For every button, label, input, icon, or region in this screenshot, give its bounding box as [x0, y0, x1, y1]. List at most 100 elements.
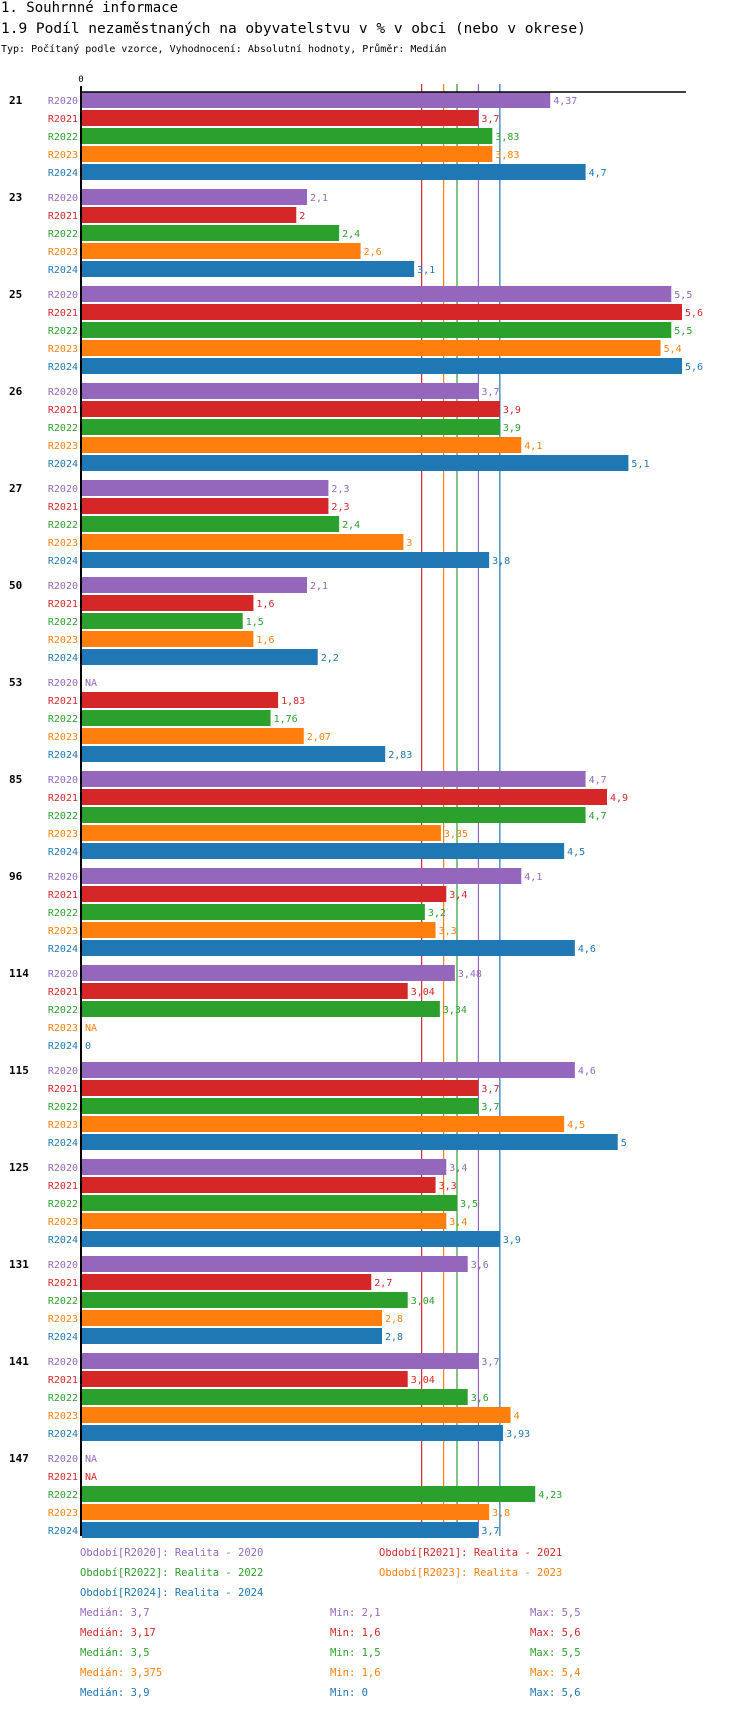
bar-r2020-141 — [82, 1353, 479, 1369]
bar-r2022-125 — [82, 1195, 457, 1211]
series-row-label: R2021 — [48, 1472, 78, 1483]
bar-r2020-50 — [82, 577, 307, 593]
value-label: 3,8 — [492, 556, 510, 567]
series-row-label: R2022 — [48, 229, 78, 240]
value-label: 5 — [621, 1138, 627, 1149]
bar-r2020-115 — [82, 1062, 575, 1078]
value-label: 1,6 — [256, 599, 274, 610]
value-label: 1,83 — [281, 696, 305, 707]
bar-r2021-23 — [82, 207, 297, 223]
legend-entry: Období[R2022]: Realita - 2022 — [80, 1567, 264, 1579]
series-row-label: R2021 — [48, 1278, 78, 1289]
value-label: 3,9 — [503, 423, 521, 434]
value-label: 4,7 — [589, 168, 607, 179]
value-label: 3,3 — [439, 926, 457, 937]
value-label: 3,1 — [417, 265, 435, 276]
series-row-label: R2023 — [48, 926, 78, 937]
value-label: 0 — [85, 1041, 91, 1052]
series-row-label: R2024 — [48, 750, 78, 761]
category-label: 23 — [9, 191, 22, 204]
series-row-label: R2022 — [48, 811, 78, 822]
value-label: 4,1 — [524, 872, 542, 883]
bar-r2021-96 — [82, 886, 447, 902]
bar-r2021-141 — [82, 1371, 408, 1387]
series-row-label: R2022 — [48, 1199, 78, 1210]
chart-subtitle: Typ: Počítaný podle vzorce, Vyhodnocení:… — [1, 44, 447, 55]
value-label: 4,37 — [553, 96, 577, 107]
series-row-label: R2022 — [48, 132, 78, 143]
bar-r2024-23 — [82, 261, 415, 277]
series-row-label: R2020 — [48, 872, 78, 883]
category-label: 26 — [9, 385, 23, 398]
value-label: 5,5 — [674, 326, 692, 337]
stat-min: Min: 2,1 — [330, 1607, 381, 1619]
bar-r2024-147 — [82, 1522, 479, 1538]
legend-entry: Období[R2021]: Realita - 2021 — [379, 1547, 563, 1559]
value-label: 3,83 — [495, 132, 519, 143]
bar-r2020-96 — [82, 868, 522, 884]
series-row-label: R2023 — [48, 635, 78, 646]
value-label: NA — [85, 1454, 97, 1465]
bar-r2024-141 — [82, 1425, 504, 1441]
value-label: NA — [85, 1023, 97, 1034]
series-row-label: R2024 — [48, 1235, 78, 1246]
series-row-label: R2020 — [48, 1066, 78, 1077]
series-row-label: R2021 — [48, 890, 78, 901]
bar-r2021-53 — [82, 692, 279, 708]
value-label: 5,6 — [685, 308, 703, 319]
series-row-label: R2023 — [48, 150, 78, 161]
series-row-label: R2024 — [48, 1138, 78, 1149]
stat-max: Max: 5,6 — [530, 1687, 581, 1699]
value-label: 2,1 — [310, 581, 328, 592]
value-label: 4,6 — [578, 1066, 596, 1077]
series-row-label: R2020 — [48, 193, 78, 204]
bar-r2024-25 — [82, 358, 682, 374]
series-row-label: R2024 — [48, 1041, 78, 1052]
value-label: 4,23 — [538, 1490, 562, 1501]
series-row-label: R2020 — [48, 581, 78, 592]
value-label: 3,9 — [503, 1235, 521, 1246]
series-row-label: R2022 — [48, 617, 78, 628]
bar-r2021-26 — [82, 401, 500, 417]
category-label: 53 — [9, 676, 22, 689]
bar-r2023-85 — [82, 825, 441, 841]
series-row-label: R2021 — [48, 987, 78, 998]
series-row-label: R2020 — [48, 290, 78, 301]
value-label: 2,8 — [385, 1314, 403, 1325]
bar-r2024-50 — [82, 649, 318, 665]
bar-r2021-114 — [82, 983, 408, 999]
bar-r2022-141 — [82, 1389, 468, 1405]
value-label: 2 — [299, 211, 305, 222]
series-row-label: R2023 — [48, 829, 78, 840]
series-row-label: R2022 — [48, 423, 78, 434]
value-label: 2,4 — [342, 229, 360, 240]
value-label: 3,7 — [481, 1526, 499, 1537]
series-row-label: R2022 — [48, 714, 78, 725]
value-label: 4,9 — [610, 793, 628, 804]
series-row-label: R2021 — [48, 696, 78, 707]
series-row-label: R2024 — [48, 847, 78, 858]
legend-entry: Období[R2020]: Realita - 2020 — [80, 1547, 264, 1559]
value-label: 2,3 — [331, 484, 349, 495]
value-label: NA — [85, 678, 97, 689]
series-row-label: R2023 — [48, 538, 78, 549]
value-label: 3,48 — [458, 969, 482, 980]
bar-r2024-96 — [82, 940, 575, 956]
series-row-label: R2023 — [48, 247, 78, 258]
value-label: 4,5 — [567, 1120, 585, 1131]
bar-r2023-23 — [82, 243, 361, 259]
legend-entry: Období[R2023]: Realita - 2023 — [379, 1567, 563, 1579]
series-row-label: R2024 — [48, 556, 78, 567]
value-label: 4,7 — [589, 811, 607, 822]
series-row-label: R2020 — [48, 1260, 78, 1271]
bar-r2024-85 — [82, 843, 565, 859]
value-label: 3,04 — [411, 1296, 435, 1307]
bar-r2024-53 — [82, 746, 386, 762]
x-tick-label: 0 — [78, 75, 83, 85]
value-label: 3,3 — [439, 1181, 457, 1192]
bar-r2021-125 — [82, 1177, 436, 1193]
series-row-label: R2023 — [48, 1314, 78, 1325]
axes: 0 — [78, 75, 686, 1536]
